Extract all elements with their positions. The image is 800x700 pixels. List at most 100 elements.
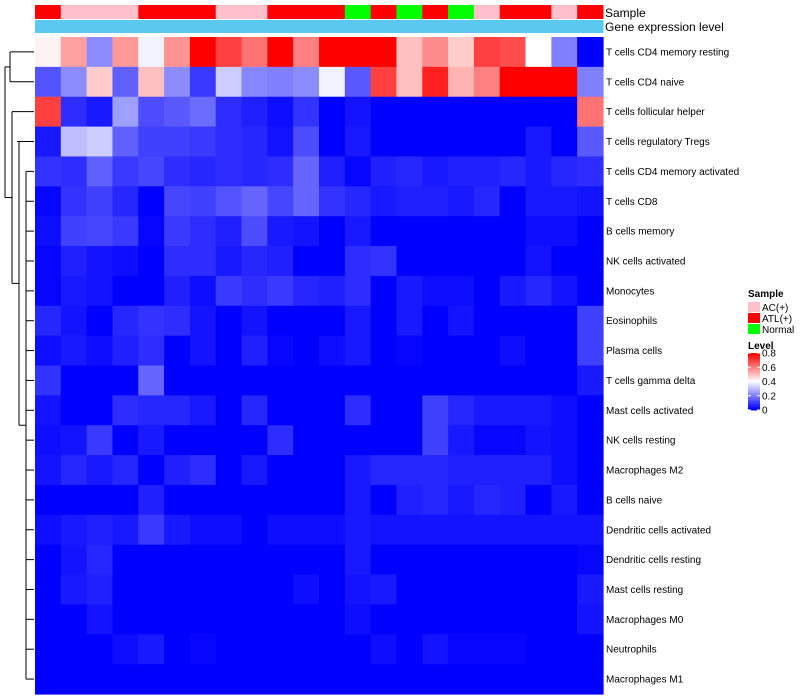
- heatmap-cell: [267, 66, 294, 98]
- heatmap-cell: [189, 186, 217, 217]
- heatmap-cell: [370, 514, 398, 546]
- heatmap-cell: [60, 216, 88, 247]
- heatmap-cell: [448, 484, 475, 516]
- level-legend-gradient-step: [748, 394, 760, 397]
- heatmap-cell: [448, 37, 475, 68]
- heatmap-cell: [422, 634, 449, 665]
- heatmap-cell: [267, 425, 294, 456]
- level-legend-gradient-step: [748, 371, 760, 374]
- gene-annotation-cell: [164, 20, 191, 33]
- heatmap-cell: [189, 305, 217, 337]
- heatmap-cell: [473, 96, 501, 128]
- heatmap-cell: [344, 216, 372, 247]
- heatmap-cell: [551, 246, 578, 277]
- heatmap-cell: [448, 455, 475, 486]
- heatmap-cell: [241, 455, 268, 486]
- row-label: T cells CD8: [606, 197, 658, 208]
- heatmap-cell: [370, 634, 398, 665]
- sample-annotation-cell: [86, 5, 113, 19]
- row-label: NK cells resting: [606, 436, 675, 447]
- annotation-bars: [35, 5, 604, 33]
- heatmap-cell: [499, 156, 527, 187]
- level-legend-gradient-step: [748, 405, 760, 408]
- heatmap-cell: [35, 514, 62, 546]
- heatmap-cell: [473, 186, 501, 217]
- heatmap-cell: [138, 275, 165, 307]
- heatmap-cell: [35, 305, 62, 337]
- heatmap-cell: [241, 634, 268, 665]
- heatmap-cell: [112, 275, 139, 307]
- heatmap-cell: [189, 216, 217, 247]
- heatmap-cell: [499, 365, 527, 396]
- heatmap-cell: [551, 216, 578, 247]
- heatmap-cell: [293, 395, 320, 426]
- heatmap-cell: [396, 604, 423, 635]
- heatmap-cell: [396, 66, 423, 98]
- heatmap-cell: [499, 216, 527, 247]
- heatmap-cell: [241, 216, 268, 247]
- level-legend-gradient-step: [748, 384, 760, 387]
- heatmap-cell: [499, 96, 527, 128]
- heatmap-cell: [448, 395, 475, 426]
- heatmap-cell: [164, 365, 191, 396]
- heatmap-cell: [267, 455, 294, 486]
- sample-legend-swatch: [748, 302, 760, 312]
- heatmap-cell: [60, 634, 88, 665]
- heatmap-cell: [138, 425, 165, 456]
- heatmap-cell: [525, 484, 552, 516]
- heatmap-cell: [370, 305, 398, 337]
- heatmap-cell: [577, 246, 604, 277]
- heatmap-cell: [35, 544, 62, 576]
- gene-annotation-cell: [396, 20, 423, 33]
- heatmap-cell: [499, 395, 527, 426]
- level-legend-gradient-step: [748, 395, 760, 398]
- heatmap-cell: [35, 96, 62, 128]
- gene-annotation-cell: [525, 20, 552, 33]
- level-legend-gradient-step: [748, 377, 760, 380]
- heatmap-cell: [60, 574, 88, 606]
- heatmap-cell: [86, 634, 114, 665]
- heatmap-cell: [138, 484, 165, 516]
- heatmap-cell: [267, 305, 294, 337]
- heatmap-cell: [60, 365, 88, 396]
- heatmap-cell: [112, 455, 139, 486]
- heatmap-cell: [344, 514, 372, 546]
- heatmap-cell: [370, 455, 398, 486]
- heatmap-cell: [344, 544, 372, 576]
- heatmap-cell: [215, 305, 243, 337]
- heatmap-cell: [525, 395, 552, 426]
- heatmap-cell: [60, 514, 88, 546]
- heatmap-cell: [164, 484, 191, 516]
- heatmap-cell: [293, 604, 320, 635]
- heatmap-cell: [473, 305, 501, 337]
- heatmap-cell: [241, 484, 268, 516]
- heatmap-cell: [577, 66, 604, 98]
- gene-annotation-cell: [344, 20, 372, 33]
- level-legend-gradient-step: [748, 374, 760, 377]
- heatmap-cell: [112, 514, 139, 546]
- heatmap-cell: [396, 484, 423, 516]
- heatmap-cell: [499, 544, 527, 576]
- heatmap-cell: [422, 186, 449, 217]
- heatmap-cell: [138, 126, 165, 158]
- heatmap-cell: [448, 664, 475, 695]
- gene-annotation-cell: [293, 20, 320, 33]
- level-legend-gradient-step: [748, 360, 760, 363]
- sample-annotation-cell: [215, 5, 243, 19]
- gene-annotation-cell: [370, 20, 397, 33]
- heatmap-cell: [215, 37, 243, 68]
- heatmap-cell: [577, 574, 604, 606]
- heatmap-cell: [241, 186, 268, 217]
- heatmap-cell: [164, 156, 191, 187]
- heatmap-cell: [525, 335, 552, 367]
- heatmap-cell: [215, 544, 243, 576]
- heatmap-cell: [551, 275, 578, 307]
- heatmap-cell: [448, 425, 475, 456]
- heatmap-cell: [577, 604, 604, 635]
- heatmap-cell: [448, 634, 475, 665]
- sample-legend-label: AC(+): [762, 303, 788, 314]
- heatmap-cell: [138, 186, 165, 217]
- heatmap-cell: [189, 634, 217, 665]
- heatmap-cell: [293, 544, 320, 576]
- sample-legend-swatch: [748, 313, 760, 323]
